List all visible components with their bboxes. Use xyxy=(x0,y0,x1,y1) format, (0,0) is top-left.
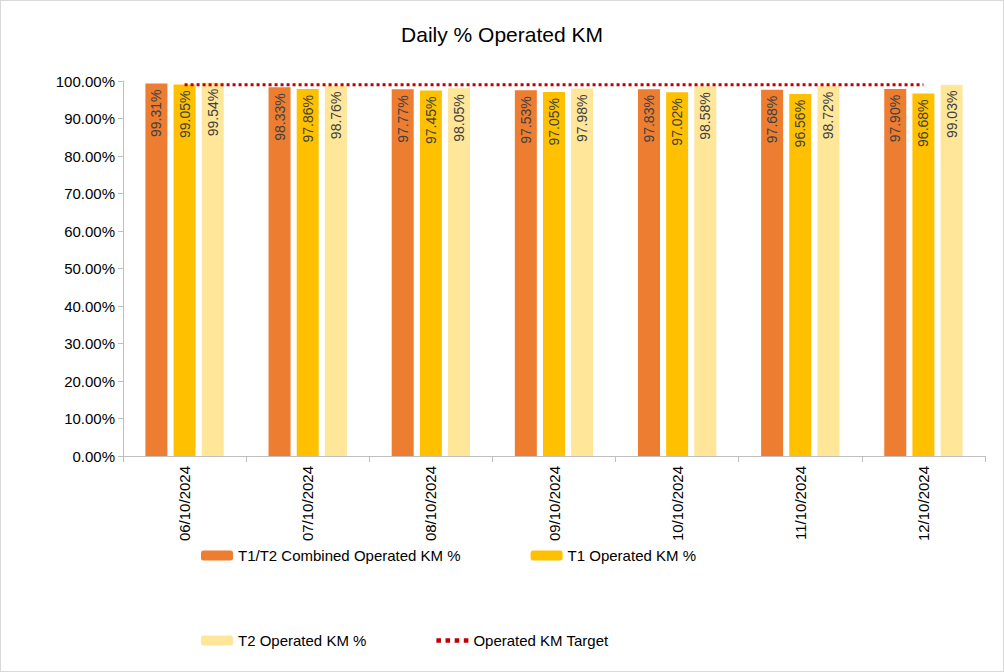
svg-text:10.00%: 10.00% xyxy=(64,410,115,427)
svg-text:06/10/2024: 06/10/2024 xyxy=(176,466,193,541)
svg-text:98.72%: 98.72% xyxy=(820,92,836,139)
svg-text:97.53%: 97.53% xyxy=(518,96,534,143)
svg-text:97.45%: 97.45% xyxy=(423,97,439,144)
svg-text:99.31%: 99.31% xyxy=(148,90,164,137)
svg-text:12/10/2024: 12/10/2024 xyxy=(915,466,932,541)
svg-text:97.86%: 97.86% xyxy=(300,95,316,142)
svg-text:97.68%: 97.68% xyxy=(764,96,780,143)
svg-text:50.00%: 50.00% xyxy=(64,260,115,277)
svg-text:98.76%: 98.76% xyxy=(328,92,344,139)
svg-text:0.00%: 0.00% xyxy=(72,448,115,465)
svg-text:60.00%: 60.00% xyxy=(64,223,115,240)
svg-text:11/10/2024: 11/10/2024 xyxy=(792,466,809,540)
svg-text:20.00%: 20.00% xyxy=(64,373,115,390)
svg-text:70.00%: 70.00% xyxy=(64,185,115,202)
svg-text:10/10/2024: 10/10/2024 xyxy=(669,466,686,541)
svg-text:09/10/2024: 09/10/2024 xyxy=(546,466,563,541)
svg-text:30.00%: 30.00% xyxy=(64,335,115,352)
svg-text:07/10/2024: 07/10/2024 xyxy=(299,466,316,541)
svg-text:99.03%: 99.03% xyxy=(944,91,960,138)
svg-text:100.00%: 100.00% xyxy=(56,73,115,90)
svg-text:Operated KM Target: Operated KM Target xyxy=(473,632,609,649)
svg-text:90.00%: 90.00% xyxy=(64,110,115,127)
svg-text:97.98%: 97.98% xyxy=(574,95,590,142)
svg-text:97.02%: 97.02% xyxy=(669,98,685,145)
svg-text:97.77%: 97.77% xyxy=(395,95,411,142)
svg-text:80.00%: 80.00% xyxy=(64,148,115,165)
svg-text:Daily % Operated KM: Daily % Operated KM xyxy=(401,23,603,46)
svg-text:98.05%: 98.05% xyxy=(451,94,467,141)
svg-text:99.54%: 99.54% xyxy=(205,89,221,136)
svg-text:98.33%: 98.33% xyxy=(272,93,288,140)
svg-text:97.90%: 97.90% xyxy=(887,95,903,142)
svg-text:T2 Operated KM %: T2 Operated KM % xyxy=(238,632,366,649)
svg-text:08/10/2024: 08/10/2024 xyxy=(422,466,439,541)
svg-text:97.05%: 97.05% xyxy=(546,98,562,145)
svg-text:97.83%: 97.83% xyxy=(641,95,657,142)
svg-text:T1/T2 Combined Operated KM %: T1/T2 Combined Operated KM % xyxy=(238,547,461,564)
svg-text:98.58%: 98.58% xyxy=(697,92,713,139)
svg-text:40.00%: 40.00% xyxy=(64,298,115,315)
svg-text:99.05%: 99.05% xyxy=(177,91,193,138)
svg-text:T1 Operated KM %: T1 Operated KM % xyxy=(568,547,696,564)
svg-text:96.56%: 96.56% xyxy=(792,100,808,147)
svg-text:96.68%: 96.68% xyxy=(915,99,931,146)
